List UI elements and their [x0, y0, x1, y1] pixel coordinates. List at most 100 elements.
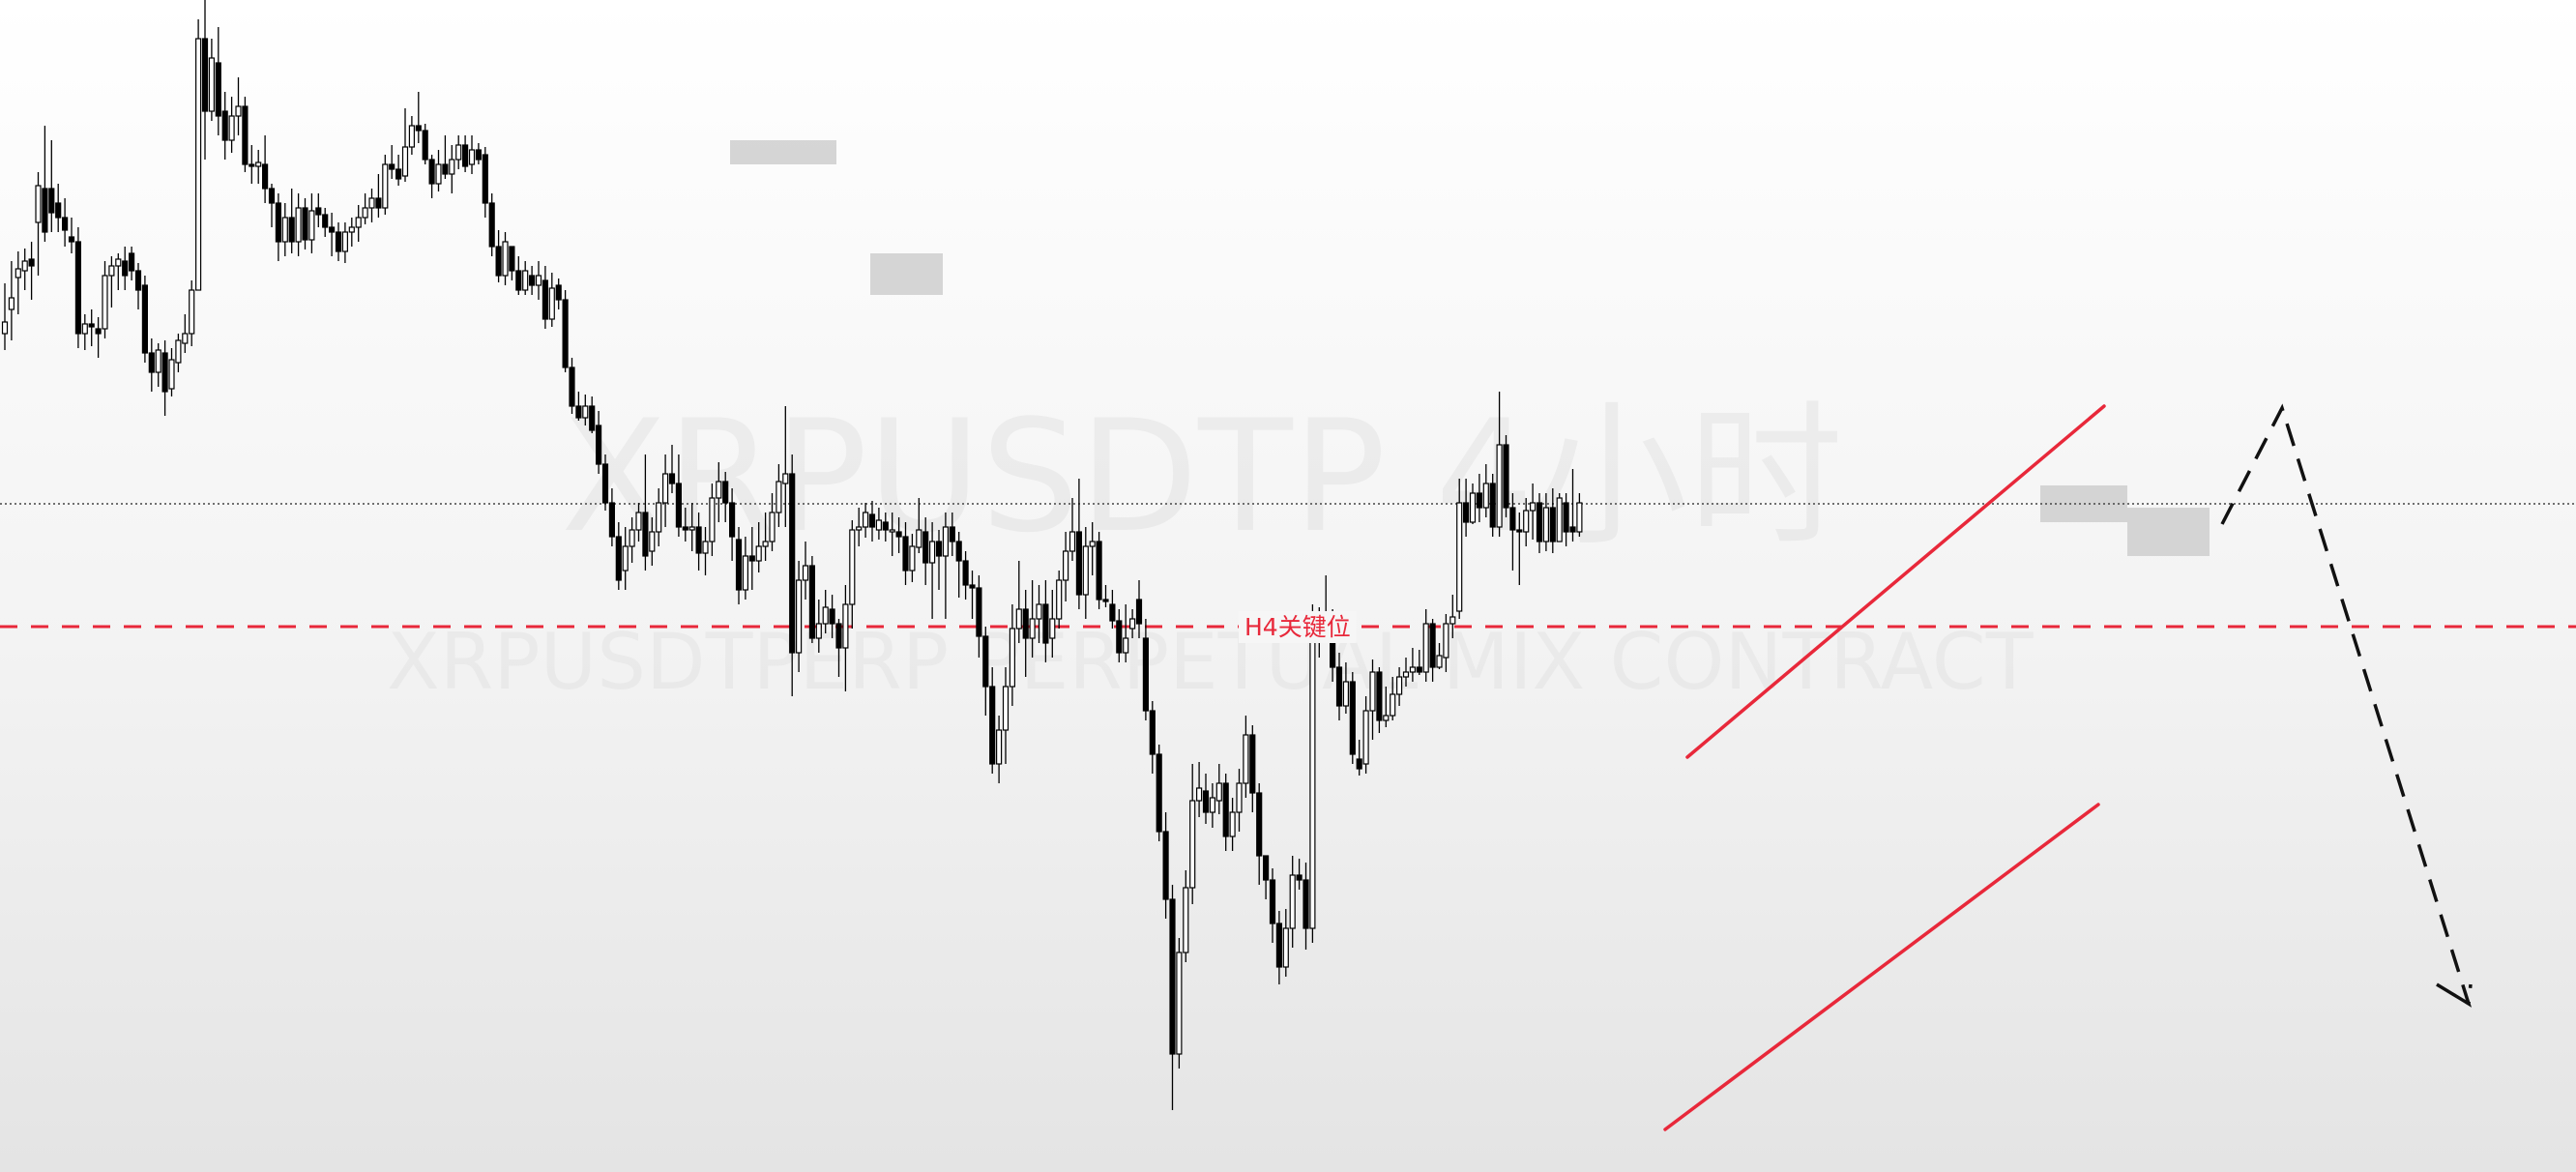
candle	[863, 503, 869, 538]
candle	[729, 488, 736, 561]
candle-body-bull	[115, 258, 122, 267]
candle	[662, 454, 669, 527]
projected-path-arrow	[2220, 403, 2473, 1008]
candle-body-bear	[976, 587, 982, 637]
candle	[161, 340, 168, 416]
candle-body-bull	[401, 146, 409, 177]
candle-body-bear	[969, 584, 976, 589]
candle-body-bull	[208, 57, 215, 112]
candle	[262, 135, 269, 203]
watermark-subtitle: XRPUSDTPERP PERPETUAL MIX CONTRACT	[387, 617, 2034, 707]
candle-body-bull	[815, 623, 822, 639]
candle	[488, 193, 495, 256]
candle-body-bear	[55, 202, 62, 219]
candle	[589, 396, 596, 433]
candle	[949, 513, 955, 556]
candle-body-bear	[955, 541, 962, 562]
candle-body-bull	[548, 287, 555, 320]
level-label-bg	[1239, 611, 1357, 643]
candle	[796, 561, 803, 672]
candle-body-bull	[1530, 502, 1537, 512]
candle	[15, 251, 21, 314]
candle-body-bear	[161, 352, 168, 393]
candle-body-bull	[1036, 603, 1042, 620]
candle	[1243, 716, 1249, 798]
candle-body-bear	[488, 202, 495, 248]
candle	[782, 406, 789, 527]
candle-body-bear	[221, 110, 228, 141]
candle	[315, 193, 322, 227]
zone-0	[730, 140, 836, 164]
candle-body-bull	[15, 268, 21, 278]
candle	[129, 247, 135, 280]
candle-body-bear	[668, 473, 676, 484]
candle-body-bear	[268, 188, 276, 204]
candle-body-bull	[1082, 545, 1089, 596]
candle-body-bull	[195, 38, 202, 291]
candle	[1509, 493, 1516, 571]
candle-body-bull	[1123, 637, 1129, 654]
candle	[1269, 868, 1276, 943]
zone-1	[870, 253, 943, 295]
candle-body-bull	[168, 359, 175, 390]
candle	[1282, 909, 1289, 977]
candle	[1049, 590, 1056, 658]
candle-body-bear	[882, 521, 889, 531]
candle-body-bull	[348, 226, 355, 233]
candle-body-bear	[789, 473, 796, 654]
candle-body-bull	[382, 163, 389, 209]
candle-body-bull	[1183, 887, 1189, 953]
candle-body-bear	[1429, 623, 1436, 668]
candle-body-bear	[1303, 879, 1309, 929]
candle-body-bull	[622, 545, 629, 571]
candle-body-bear	[1156, 753, 1162, 833]
candle	[302, 198, 308, 249]
candle	[468, 135, 476, 174]
candle-body-bear	[569, 366, 575, 407]
candle	[742, 537, 748, 600]
candle-body-bear	[122, 260, 129, 277]
candle-body-bear	[1349, 681, 1356, 755]
candle	[615, 522, 622, 590]
candle-body-bull	[1362, 710, 1369, 765]
candle	[308, 193, 315, 253]
candle-body-bear	[74, 241, 81, 335]
candle	[201, 0, 209, 160]
candle-body-bear	[62, 217, 69, 231]
candle-body-bull	[189, 289, 195, 335]
candle-body-bull	[929, 541, 936, 564]
candle	[1142, 619, 1149, 720]
candle-body-bull	[235, 105, 242, 117]
candle	[235, 77, 242, 135]
candle	[1116, 609, 1123, 662]
candle-body-bear	[722, 481, 729, 504]
candle	[62, 198, 69, 247]
candle	[1209, 783, 1215, 828]
candle	[1309, 604, 1316, 943]
candle	[769, 493, 776, 551]
candle	[849, 520, 856, 629]
candle	[81, 314, 88, 350]
candle-body-bull	[1383, 715, 1390, 721]
candle	[1089, 522, 1096, 575]
candle-body-bear	[329, 226, 336, 233]
candle	[755, 522, 762, 572]
candle	[982, 627, 989, 716]
candle	[442, 135, 449, 179]
candle	[735, 527, 743, 604]
candle-body-bull	[662, 473, 669, 504]
candle-body-bull	[1309, 613, 1316, 929]
candle-body-bear	[201, 38, 209, 112]
candle	[502, 232, 509, 285]
candle	[1075, 479, 1082, 609]
candle	[1436, 643, 1443, 669]
candle	[822, 590, 829, 633]
candle-body-bear	[28, 258, 35, 267]
candle	[1482, 464, 1489, 517]
candle-body-bull	[1063, 550, 1069, 581]
candle-body-bull	[435, 163, 442, 185]
candle-body-bear	[542, 279, 548, 320]
candle	[1463, 479, 1470, 537]
candle	[776, 464, 782, 527]
candle-body-bull	[449, 159, 455, 175]
